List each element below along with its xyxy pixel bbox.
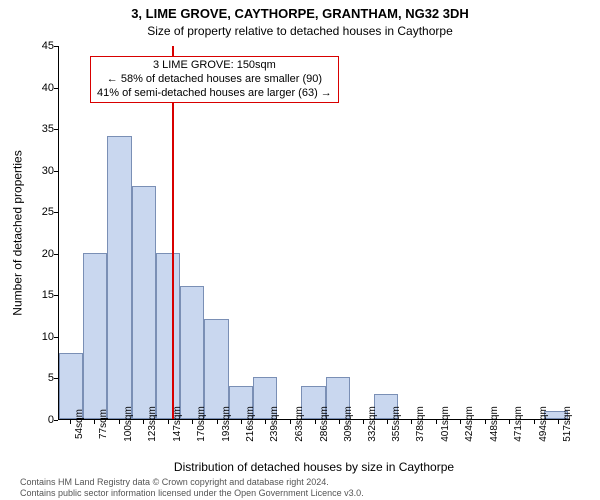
chart-container: 3, LIME GROVE, CAYTHORPE, GRANTHAM, NG32… xyxy=(0,0,600,500)
xtick-mark xyxy=(509,420,510,424)
ytick-label: 15 xyxy=(14,289,54,301)
xtick-mark xyxy=(436,420,437,424)
xtick-mark xyxy=(94,420,95,424)
histogram-bar xyxy=(180,286,204,419)
xtick-label: 332sqm xyxy=(367,406,378,442)
xtick-label: 494sqm xyxy=(538,406,549,442)
histogram-bar xyxy=(156,253,180,419)
ytick-mark xyxy=(54,88,58,89)
ytick-mark xyxy=(54,212,58,213)
xtick-label: 448sqm xyxy=(489,406,500,442)
ytick-mark xyxy=(54,129,58,130)
xtick-label: 471sqm xyxy=(513,406,524,442)
ytick-mark xyxy=(54,171,58,172)
xtick-mark xyxy=(290,420,291,424)
xtick-label: 424sqm xyxy=(464,406,475,442)
ytick-label: 40 xyxy=(14,82,54,94)
ytick-label: 25 xyxy=(14,206,54,218)
xtick-mark xyxy=(363,420,364,424)
xtick-mark xyxy=(411,420,412,424)
xtick-mark xyxy=(485,420,486,424)
footer-line-2: Contains public sector information licen… xyxy=(20,488,364,498)
ytick-label: 45 xyxy=(14,40,54,52)
xtick-mark xyxy=(241,420,242,424)
xtick-mark xyxy=(534,420,535,424)
xtick-label: 54sqm xyxy=(74,409,85,439)
ytick-mark xyxy=(54,46,58,47)
histogram-bar xyxy=(132,186,156,419)
ytick-label: 30 xyxy=(14,165,54,177)
xtick-mark xyxy=(217,420,218,424)
ytick-label: 20 xyxy=(14,248,54,260)
xtick-label: 517sqm xyxy=(562,406,573,442)
xtick-mark xyxy=(192,420,193,424)
xtick-label: 147sqm xyxy=(172,406,183,442)
xtick-mark xyxy=(70,420,71,424)
ytick-label: 5 xyxy=(14,372,54,384)
xtick-label: 239sqm xyxy=(269,406,280,442)
annotation-line: 41% of semi-detached houses are larger (… xyxy=(97,87,332,101)
ytick-mark xyxy=(54,254,58,255)
xtick-mark xyxy=(315,420,316,424)
xtick-mark xyxy=(339,420,340,424)
xtick-label: 193sqm xyxy=(221,406,232,442)
xtick-label: 123sqm xyxy=(147,406,158,442)
xtick-label: 100sqm xyxy=(123,406,134,442)
xtick-label: 378sqm xyxy=(415,406,426,442)
annotation-line: 3 LIME GROVE: 150sqm xyxy=(97,59,332,73)
ytick-mark xyxy=(54,420,58,421)
xtick-label: 263sqm xyxy=(294,406,305,442)
ytick-mark xyxy=(54,337,58,338)
xtick-label: 309sqm xyxy=(343,406,354,442)
xtick-mark xyxy=(119,420,120,424)
ytick-mark xyxy=(54,378,58,379)
histogram-bar xyxy=(83,253,107,419)
footer-line-1: Contains HM Land Registry data © Crown c… xyxy=(20,477,364,487)
annotation-box: 3 LIME GROVE: 150sqm← 58% of detached ho… xyxy=(90,56,339,103)
xtick-mark xyxy=(558,420,559,424)
xtick-label: 286sqm xyxy=(319,406,330,442)
xtick-label: 355sqm xyxy=(391,406,402,442)
xtick-mark xyxy=(265,420,266,424)
xtick-label: 216sqm xyxy=(245,406,256,442)
attribution-footer: Contains HM Land Registry data © Crown c… xyxy=(20,477,364,498)
xtick-mark xyxy=(460,420,461,424)
xtick-mark xyxy=(143,420,144,424)
histogram-bar xyxy=(107,136,131,419)
histogram-bar xyxy=(204,319,228,419)
xtick-label: 401sqm xyxy=(440,406,451,442)
ytick-label: 10 xyxy=(14,331,54,343)
xtick-label: 170sqm xyxy=(196,406,207,442)
xtick-label: 77sqm xyxy=(98,409,109,439)
ytick-mark xyxy=(54,295,58,296)
annotation-line: ← 58% of detached houses are smaller (90… xyxy=(97,73,332,87)
ytick-label: 35 xyxy=(14,123,54,135)
xtick-mark xyxy=(387,420,388,424)
x-axis-label: Distribution of detached houses by size … xyxy=(58,460,570,474)
ytick-label: 0 xyxy=(14,414,54,426)
xtick-mark xyxy=(168,420,169,424)
